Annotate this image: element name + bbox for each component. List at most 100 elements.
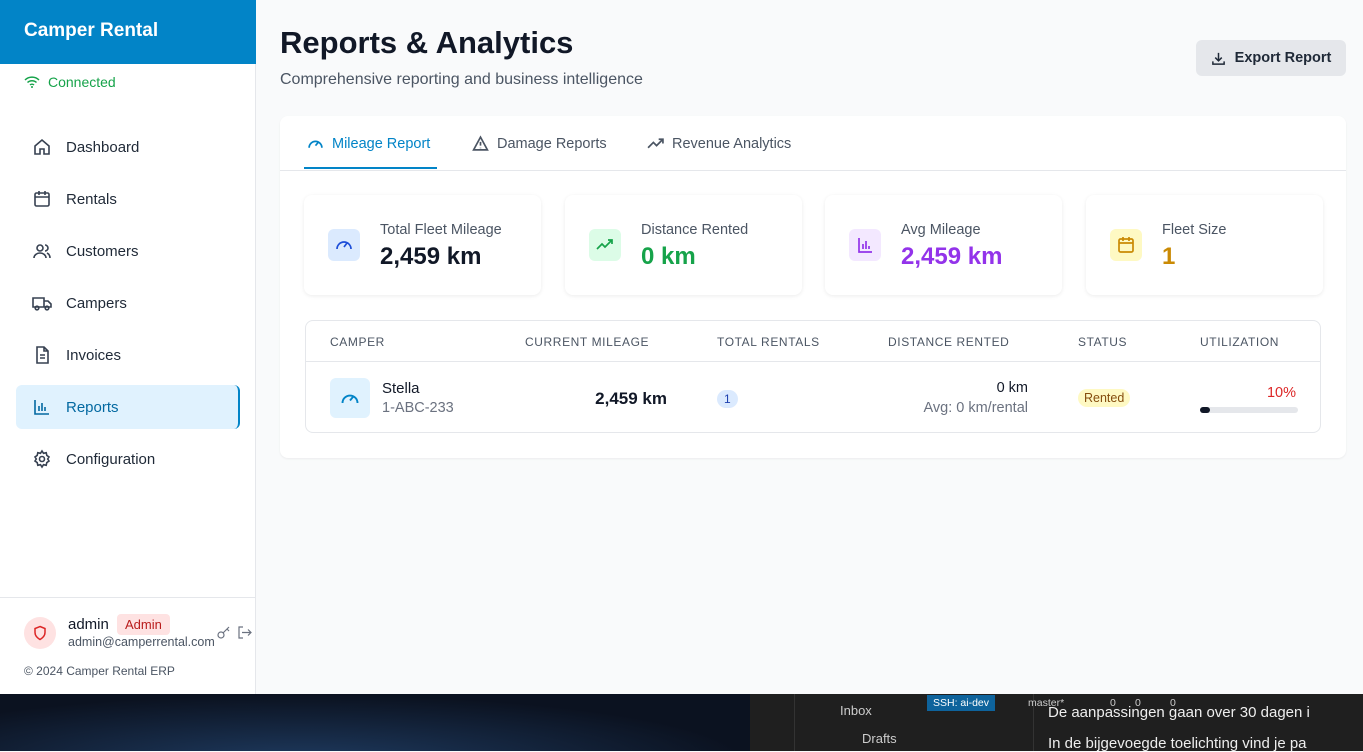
warning-count[interactable]: 0	[1135, 697, 1141, 709]
mail-text: In de bijgevoegde toelichting vind je pa	[1048, 735, 1307, 752]
camper-plate: 1-ABC-233	[382, 400, 454, 416]
mail-folder[interactable]: Drafts	[862, 731, 897, 746]
user-email: admin@camperrental.com	[68, 635, 215, 649]
icon	[596, 239, 613, 250]
tab-divider	[280, 170, 1346, 171]
nav-label: Rentals	[66, 190, 117, 208]
stat-label: Total Fleet Mileage	[380, 222, 502, 238]
icon	[336, 241, 352, 250]
nav-icon	[34, 191, 50, 207]
nav-icon	[34, 138, 50, 155]
nav-icon	[33, 244, 51, 259]
stat-icon	[328, 229, 360, 261]
icon	[858, 238, 872, 253]
stat-label: Avg Mileage	[901, 222, 981, 238]
user-actions[interactable]	[216, 624, 252, 640]
nav-item[interactable]: Configuration	[16, 437, 240, 481]
role-badge: Admin	[117, 614, 170, 635]
nav-label: Dashboard	[66, 138, 140, 156]
column-header: TOTAL RENTALS	[717, 335, 820, 349]
camper-name: Stella	[382, 380, 420, 397]
error-count[interactable]: 0	[1110, 697, 1116, 709]
nav-icon	[34, 400, 49, 415]
stat-icon	[1110, 229, 1142, 261]
stat-value: 1	[1162, 243, 1176, 270]
nav-label: Invoices	[66, 346, 122, 364]
nav-item[interactable]: Campers	[16, 281, 240, 325]
stat-card: Avg Mileage 2,459 km	[825, 195, 1062, 295]
export-button[interactable]: Export Report	[1196, 40, 1346, 76]
nav-item[interactable]: Rentals	[16, 177, 240, 221]
stat-icon	[589, 229, 621, 261]
mail-folder[interactable]: Inbox	[840, 703, 872, 718]
nav-icon	[36, 346, 49, 364]
status-badge: Rented	[1078, 389, 1131, 407]
stat-card: Total Fleet Mileage 2,459 km	[304, 195, 541, 295]
nav-label: Reports	[66, 398, 119, 416]
tab-label: Mileage Report	[332, 135, 431, 152]
stat-value: 2,459 km	[901, 243, 1003, 270]
desktop-taskbar: Inbox Drafts SSH: ai-dev master* 0 0 0 D…	[0, 694, 1363, 752]
mail-window: Inbox Drafts SSH: ai-dev master* 0 0 0 D…	[750, 694, 1363, 752]
nav-label: Configuration	[66, 450, 156, 468]
column-header: DISTANCE RENTED	[888, 335, 1010, 349]
tab-icon	[472, 135, 489, 151]
tab[interactable]: Mileage Report	[307, 116, 430, 171]
tab-icon	[647, 138, 664, 149]
utilization-bar	[1200, 407, 1210, 413]
copyright: © 2024 Camper Rental ERP	[24, 664, 175, 678]
tab-icon	[308, 140, 323, 148]
brand[interactable]: Camper Rental	[0, 0, 256, 64]
main: Reports & Analytics Comprehensive report…	[256, 0, 1363, 694]
column-header: CURRENT MILEAGE	[525, 335, 650, 349]
page-title: Reports & Analytics	[280, 25, 574, 60]
nav-label: Campers	[66, 294, 127, 312]
tab[interactable]: Revenue Analytics	[647, 116, 791, 171]
nav-item[interactable]: Dashboard	[16, 125, 240, 169]
sidebar: Camper Rental Connected Dashboard Rentals…	[0, 0, 256, 694]
table-divider	[306, 361, 1320, 362]
avg-distance: Avg: 0 km/rental	[923, 400, 1028, 416]
mail-text: De aanpassingen gaan over 30 dagen i	[1048, 704, 1310, 721]
page-subtitle: Comprehensive reporting and business int…	[280, 71, 643, 88]
git-branch[interactable]: master*	[1028, 697, 1065, 709]
stat-value: 2,459 km	[380, 243, 482, 270]
column-header: CAMPER	[330, 335, 385, 349]
gauge-icon	[341, 394, 359, 404]
nav-icon	[33, 449, 51, 469]
tab-label: Revenue Analytics	[672, 135, 792, 152]
stat-label: Fleet Size	[1162, 222, 1227, 238]
connection-status: Connected	[24, 74, 116, 90]
active-tab-indicator	[304, 167, 437, 169]
stat-card: Distance Rented 0 km	[565, 195, 802, 295]
tab[interactable]: Damage Reports	[472, 116, 607, 171]
nav-item[interactable]: Invoices	[16, 333, 240, 377]
camper-icon	[330, 378, 370, 418]
status-text: Connected	[48, 74, 116, 90]
stat-value: 0 km	[641, 243, 696, 270]
utilization-label: 10%	[1266, 385, 1296, 401]
ssh-status[interactable]: SSH: ai-dev	[927, 695, 996, 711]
tab-label: Damage Reports	[497, 135, 607, 152]
user-panel: admin Admin admin@camperrental.com © 202…	[0, 597, 256, 694]
port-count[interactable]: 0	[1170, 697, 1176, 709]
nav-item[interactable]: Customers	[16, 229, 240, 273]
mileage-table: CAMPER CURRENT MILEAGE TOTAL RENTALS DIS…	[305, 320, 1321, 433]
nav: Dashboard Rentals Customers Campers Invoices…	[16, 125, 240, 489]
wallpaper	[0, 694, 750, 751]
nav-label: Customers	[66, 242, 139, 260]
rentals-badge: 1	[717, 390, 738, 408]
shield-icon	[34, 625, 46, 641]
column-header: STATUS	[1078, 335, 1128, 349]
stat-label: Distance Rented	[641, 222, 749, 238]
divider	[1033, 694, 1034, 751]
stat-card: Fleet Size 1	[1086, 195, 1323, 295]
current-mileage: 2,459 km	[595, 389, 667, 408]
column-header: UTILIZATION	[1200, 335, 1280, 349]
nav-icon	[32, 297, 52, 311]
utilization-track	[1200, 407, 1298, 413]
divider	[794, 694, 795, 751]
nav-item[interactable]: Reports	[16, 385, 240, 429]
